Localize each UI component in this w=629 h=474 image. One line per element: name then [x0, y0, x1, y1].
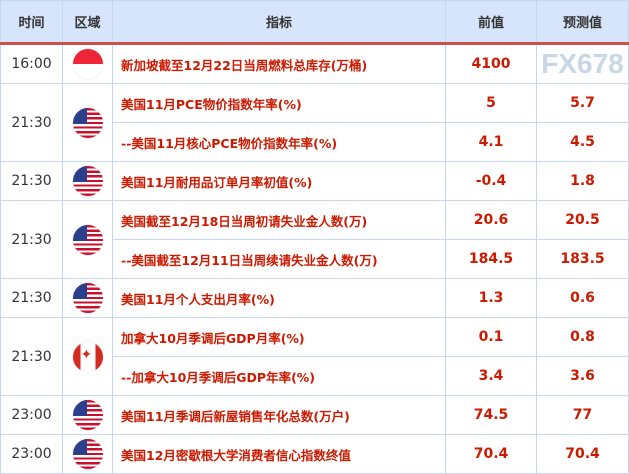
table-row: 16:00 新加坡截至12月22日当周燃料总库存(万桶) 4100 FX678 [0, 43, 629, 84]
previous-value: 184.5 [445, 239, 537, 279]
forecast-value: 183.5 [536, 239, 629, 279]
event-time: 21:30 [0, 278, 63, 318]
previous-value: 70.4 [445, 434, 537, 474]
region-cell [62, 161, 113, 201]
table-row: 23:00 美国11月季调后新屋销售年化总数(万户) 74.5 77 [0, 395, 629, 435]
indicator-name[interactable]: 加拿大10月季调后GDP月率(%) [112, 317, 446, 357]
us-flag-icon [72, 166, 103, 196]
region-cell [62, 43, 113, 84]
header-time: 时间 [0, 0, 63, 45]
forecast-value: FX678 [536, 43, 629, 84]
event-time: 21:30 [0, 83, 63, 162]
us-flag-icon [72, 439, 103, 469]
table-row: --美国11月核心PCE物价指数年率(%) 4.1 4.5 [1, 122, 629, 162]
header-region: 区域 [62, 0, 113, 45]
forecast-value: 70.4 [536, 434, 629, 474]
event-time: 21:30 [0, 161, 63, 201]
header-forecast: 预测值 [536, 0, 629, 45]
indicator-name[interactable]: --加拿大10月季调后GDP年率(%) [112, 356, 446, 396]
table-row: 21:30 美国截至12月18日当周初请失业金人数(万) 20.6 20.5 [0, 200, 629, 279]
header-row: 时间 区域 指标 前值 预测值 [0, 0, 629, 45]
table-row: 21:30 美国11月个人支出月率(%) 1.3 0.6 [0, 278, 629, 318]
table-row: 21:30 美国11月耐用品订单月率初值(%) -0.4 1.8 [0, 161, 629, 201]
indicator-name[interactable]: 美国11月耐用品订单月率初值(%) [112, 161, 446, 201]
header-indicator: 指标 [112, 0, 446, 45]
previous-value: 3.4 [445, 356, 537, 396]
indicator-name[interactable]: 美国11月个人支出月率(%) [112, 278, 446, 318]
indicator-name[interactable]: 美国11月季调后新屋销售年化总数(万户) [112, 395, 446, 435]
table-row: 21:30 加拿大10月季调后GDP月率(%)0.10.8 [0, 317, 629, 396]
indicator-name[interactable]: 美国11月PCE物价指数年率(%) [112, 83, 446, 123]
table-row: --加拿大10月季调后GDP年率(%) 3.4 3.6 [1, 356, 629, 396]
forecast-value: 0.6 [536, 278, 629, 318]
forecast-value: 3.6 [536, 356, 629, 396]
event-time: 21:30 [0, 200, 63, 279]
forecast-value: 77 [536, 395, 629, 435]
indicator-name[interactable]: 新加坡截至12月22日当周燃料总库存(万桶) [112, 43, 446, 84]
us-flag-icon [72, 224, 103, 255]
region-cell [62, 200, 113, 279]
table-row: 23:00 美国12月密歇根大学消费者信心指数终值 70.4 70.4 [0, 434, 629, 474]
previous-value: 74.5 [445, 395, 537, 435]
indicator-name[interactable]: 美国截至12月18日当周初请失业金人数(万) [112, 200, 446, 240]
forecast-value: 4.5 [536, 122, 629, 162]
previous-value: 5 [445, 83, 537, 123]
previous-value: -0.4 [445, 161, 537, 201]
table-row: 21:30 美国11月PCE物价指数年率(%) 5 5.7 [0, 83, 629, 162]
region-cell [62, 83, 113, 162]
us-flag-icon [72, 107, 103, 138]
previous-value: 4100 [445, 43, 537, 84]
region-cell [62, 434, 113, 474]
region-cell [62, 395, 113, 435]
forecast-value: 20.5 [536, 200, 629, 240]
previous-value: 20.6 [445, 200, 537, 240]
header-previous: 前值 [445, 0, 537, 45]
forecast-value: 0.8 [536, 317, 629, 357]
event-time: 16:00 [0, 43, 63, 84]
event-time: 21:30 [0, 317, 63, 396]
singapore-flag-icon [72, 49, 103, 79]
table-row: --美国截至12月11日当周续请失业金人数(万) 184.5 183.5 [1, 239, 629, 279]
indicator-name[interactable]: 美国12月密歇根大学消费者信心指数终值 [112, 434, 446, 474]
region-cell [62, 278, 113, 318]
indicator-name[interactable]: --美国11月核心PCE物价指数年率(%) [112, 122, 446, 162]
us-flag-icon [72, 400, 103, 430]
canada-flag-icon [72, 341, 103, 372]
event-time: 23:00 [0, 434, 63, 474]
previous-value: 4.1 [445, 122, 537, 162]
forecast-value: 1.8 [536, 161, 629, 201]
previous-value: 1.3 [445, 278, 537, 318]
event-time: 23:00 [0, 395, 63, 435]
region-cell [62, 317, 113, 396]
fx678-watermark: FX678 [541, 48, 624, 79]
indicator-name[interactable]: --美国截至12月11日当周续请失业金人数(万) [112, 239, 446, 279]
forecast-value: 5.7 [536, 83, 629, 123]
previous-value: 0.1 [445, 317, 537, 357]
us-flag-icon [72, 283, 103, 313]
